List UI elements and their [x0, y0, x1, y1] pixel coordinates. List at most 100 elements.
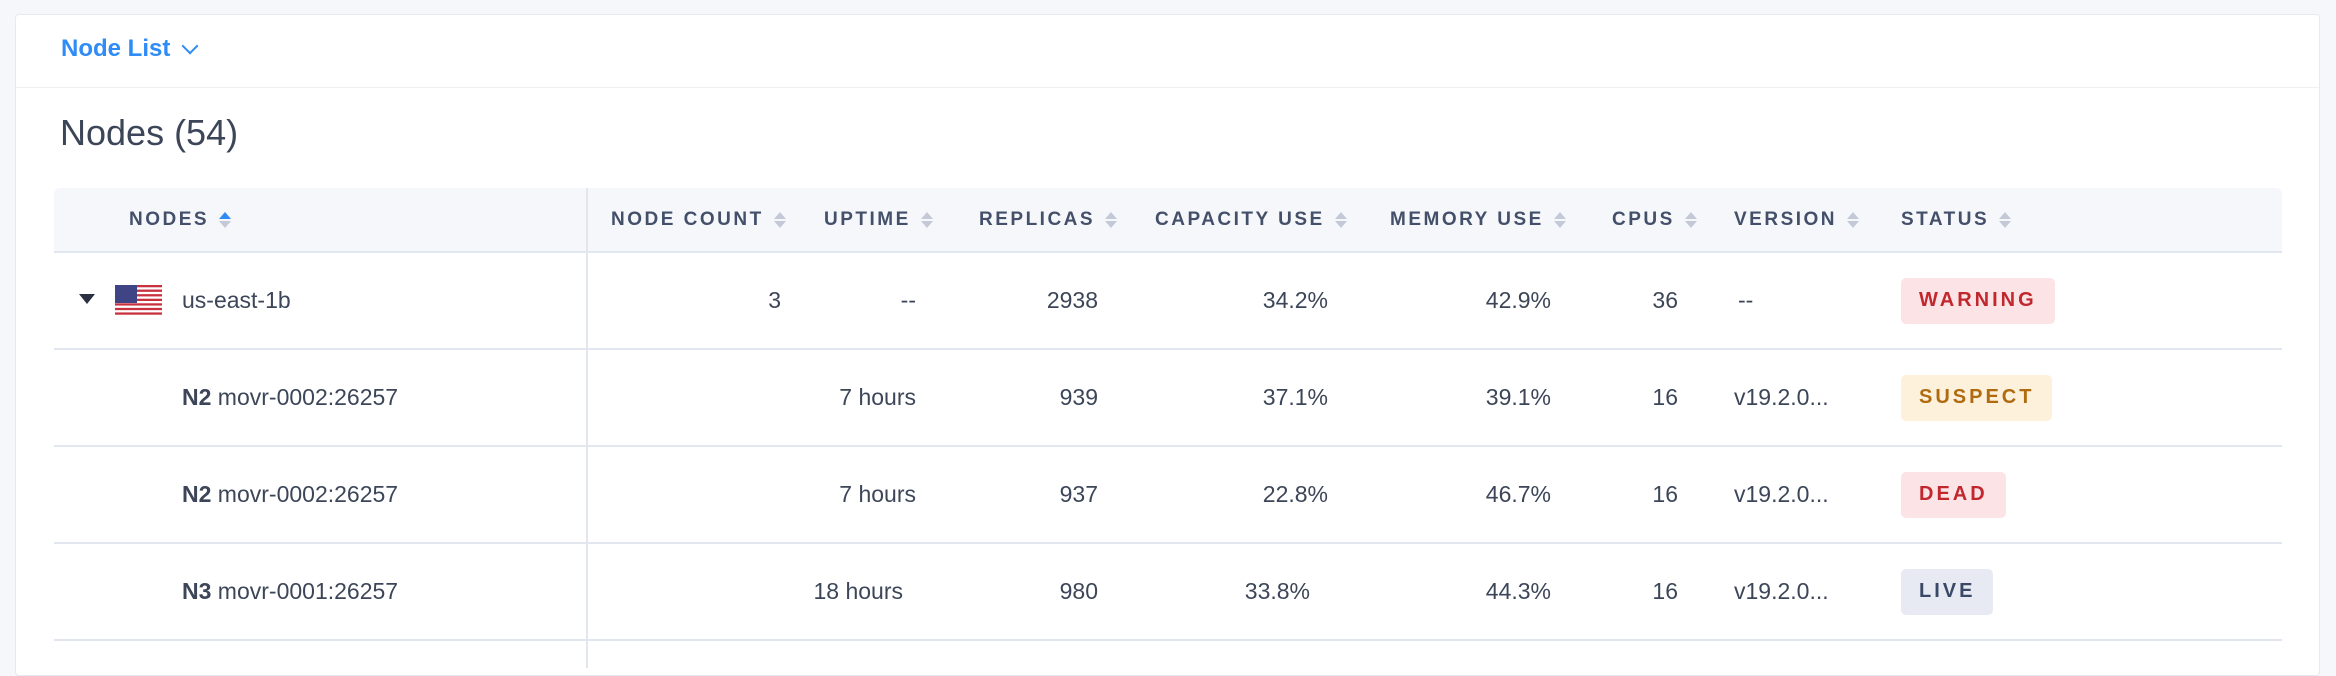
capacity-cell-value: 33.8% — [1244, 578, 1310, 604]
node-name[interactable]: N3 movr-0001:26257 — [182, 544, 398, 639]
column-header-label: NODE COUNT — [611, 208, 764, 230]
page-title: Nodes (54) — [60, 112, 239, 153]
replicas-cell: 2938 — [954, 253, 1098, 348]
column-header-nodes[interactable]: NODES — [129, 188, 232, 251]
uptime-cell-value: 7 hours — [839, 384, 916, 410]
memory-cell: 44.3% — [1384, 544, 1551, 639]
cpus-cell-value: 16 — [1652, 578, 1678, 604]
version-cell-value: v19.2.0... — [1734, 481, 1829, 507]
us-flag-icon — [115, 285, 162, 317]
column-header-uptime[interactable]: UPTIME — [824, 188, 933, 251]
version-cell: v19.2.0... — [1734, 350, 1829, 445]
table-row-region[interactable]: us-east-1b 3 -- 2938 34.2% 42.9% 36 -- WARNING — [54, 253, 2282, 350]
table-row-node[interactable]: N3 movr-0001:26257 18 hours 980 33.8% 44.3% 1… — [54, 544, 2282, 641]
sort-icon — [773, 211, 786, 228]
memory-cell-value: 42.9% — [1485, 287, 1551, 313]
cpus-cell-value: 36 — [1652, 287, 1678, 313]
column-header-memory-use[interactable]: MEMORY USE — [1390, 188, 1566, 251]
status-cell: WARNING — [1901, 253, 2055, 348]
node-address: movr-0002:26257 — [217, 481, 399, 507]
node-list-card: Node List — [15, 14, 2320, 676]
column-header-version[interactable]: VERSION — [1734, 188, 1860, 251]
status-cell: DEAD — [1901, 447, 2006, 542]
replicas-cell: 939 — [954, 350, 1098, 445]
replicas-cell-value: 2938 — [1046, 287, 1098, 313]
column-header-capacity-use[interactable]: CAPACITY USE — [1155, 188, 1347, 251]
nodes-table: NODES NODE COUNT UPTIME REPLICAS CAPACITY US… — [54, 188, 2282, 641]
uptime-cell-value: 7 hours — [839, 481, 916, 507]
column-header-label: VERSION — [1734, 208, 1838, 230]
node-id: N2 — [182, 481, 212, 507]
status-badge: WARNING — [1901, 277, 2055, 324]
chevron-down-icon — [181, 37, 199, 55]
memory-cell: 39.1% — [1384, 350, 1551, 445]
node-list-label: Node List — [61, 35, 171, 62]
status-badge: DEAD — [1901, 471, 2006, 518]
node-name[interactable]: N2 movr-0002:26257 — [182, 447, 398, 542]
uptime-cell: 7 hours — [754, 447, 916, 542]
capacity-cell: 22.8% — [1154, 447, 1328, 542]
collapse-triangle-icon[interactable] — [79, 294, 95, 304]
column-header-label: MEMORY USE — [1390, 208, 1544, 230]
capacity-cell-value: 22.8% — [1262, 481, 1328, 507]
sort-icon — [1684, 211, 1697, 228]
table-header: NODES NODE COUNT UPTIME REPLICAS CAPACITY US… — [54, 188, 2282, 253]
column-header-label: NODES — [129, 208, 210, 230]
version-cell: v19.2.0... — [1734, 544, 1829, 639]
uptime-cell: 18 hours — [754, 544, 903, 639]
replicas-cell-value: 937 — [1059, 481, 1098, 507]
replicas-cell: 937 — [954, 447, 1098, 542]
node-id: N3 — [182, 578, 212, 604]
capacity-cell: 34.2% — [1154, 253, 1328, 348]
column-divider — [586, 188, 588, 668]
column-header-label: CAPACITY USE — [1155, 208, 1325, 230]
sort-icon — [920, 211, 933, 228]
capacity-cell-value: 37.1% — [1262, 384, 1328, 410]
table-row-node[interactable]: N2 movr-0002:26257 7 hours 937 22.8% 46.7% 16… — [54, 447, 2282, 544]
node-list-dropdown[interactable]: Node List — [61, 35, 199, 63]
version-cell: v19.2.0... — [1734, 447, 1829, 542]
cpus-cell: 36 — [1604, 253, 1678, 348]
uptime-cell-value: 18 hours — [813, 578, 903, 604]
memory-cell-value: 46.7% — [1485, 481, 1551, 507]
sort-icon — [1847, 211, 1860, 228]
sort-icon — [219, 211, 232, 228]
uptime-cell: -- — [814, 253, 916, 348]
node-name[interactable]: N2 movr-0002:26257 — [182, 350, 398, 445]
capacity-cell-value: 34.2% — [1262, 287, 1328, 313]
sort-icon — [1553, 211, 1566, 228]
capacity-cell: 37.1% — [1154, 350, 1328, 445]
sort-icon — [1334, 211, 1347, 228]
status-cell: LIVE — [1901, 544, 1994, 639]
column-header-label: REPLICAS — [979, 208, 1096, 230]
version-cell-value: v19.2.0... — [1734, 384, 1829, 410]
replicas-cell-value: 939 — [1059, 384, 1098, 410]
sort-icon — [1105, 211, 1118, 228]
replicas-cell-value: 980 — [1059, 578, 1098, 604]
column-header-label: STATUS — [1901, 208, 1990, 230]
cpus-cell: 16 — [1604, 447, 1678, 542]
node-address: movr-0002:26257 — [217, 384, 399, 410]
column-header-replicas[interactable]: REPLICAS — [979, 188, 1118, 251]
table-row-node[interactable]: N2 movr-0002:26257 7 hours 939 37.1% 39.1% 16… — [54, 350, 2282, 447]
region-name: us-east-1b — [182, 253, 291, 348]
version-cell-value: -- — [1738, 287, 1754, 313]
memory-cell: 46.7% — [1384, 447, 1551, 542]
uptime-cell-value: -- — [900, 287, 916, 313]
column-header-node-count[interactable]: NODE COUNT — [611, 188, 786, 251]
region-name-value: us-east-1b — [182, 287, 291, 313]
memory-cell: 42.9% — [1384, 253, 1551, 348]
capacity-cell: 33.8% — [1154, 544, 1310, 639]
column-header-label: CPUS — [1612, 208, 1675, 230]
cpus-cell-value: 16 — [1652, 384, 1678, 410]
version-cell-value: v19.2.0... — [1734, 578, 1829, 604]
column-header-cpus[interactable]: CPUS — [1612, 188, 1697, 251]
version-cell: -- — [1738, 253, 1753, 348]
column-header-status[interactable]: STATUS — [1901, 188, 2012, 251]
column-header-label: UPTIME — [824, 208, 911, 230]
node-id: N2 — [182, 384, 212, 410]
card-header: Node List — [16, 15, 2319, 88]
status-cell: SUSPECT — [1901, 350, 2053, 445]
node-count-cell: 3 — [594, 253, 781, 348]
cpus-cell-value: 16 — [1652, 481, 1678, 507]
